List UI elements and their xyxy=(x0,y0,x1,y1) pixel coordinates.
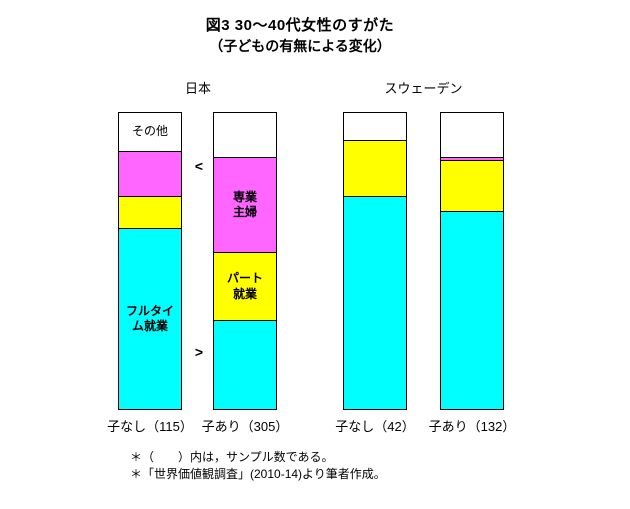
bar-segment-part: パート 就業 xyxy=(214,252,276,321)
bar-segment-fulltime xyxy=(441,210,503,409)
comparison-symbol-less-than: < xyxy=(194,158,204,174)
bar-segment-fulltime: フルタイ ム就業 xyxy=(119,228,181,409)
bar-segment-housewife: 専業 主婦 xyxy=(214,157,276,253)
category-label-japan-no-children: 子なし（115） xyxy=(107,419,193,434)
bar-segment-other xyxy=(441,113,503,158)
segment-label-fulltime: フルタイ ム就業 xyxy=(125,303,174,334)
category-label-japan-with-children: 子あり（305） xyxy=(201,419,289,434)
footnote-sample-size: ＊（ ）内は，サンプル数である。 xyxy=(130,450,334,464)
bar-segment-other xyxy=(344,113,406,140)
bar-segment-housewife xyxy=(441,157,503,161)
category-label-sweden-with-children: 子あり（132） xyxy=(428,419,516,434)
segment-label-other: その他 xyxy=(131,124,168,139)
chart-title: 図3 30～40代女性のすがた xyxy=(205,17,395,34)
segment-label-housewife: 専業 主婦 xyxy=(232,189,257,220)
footnotes: ＊（ ）内は，サンプル数である。 ＊「世界価値観調査」(2010-14)より筆者… xyxy=(130,449,386,484)
bar-segment-part xyxy=(441,160,503,211)
stacked-bar-sweden-with-children xyxy=(440,112,504,410)
bar-segment-part xyxy=(344,139,406,196)
category-label-sweden-no-children: 子なし（42） xyxy=(335,419,415,434)
stacked-bar-sweden-no-children xyxy=(343,112,407,410)
bar-segment-other xyxy=(214,113,276,158)
bar-segment-housewife xyxy=(119,151,181,196)
footnote-source: ＊「世界価値観調査」(2010-14)より筆者作成。 xyxy=(130,467,386,482)
group-label-japan: 日本 xyxy=(184,81,211,96)
stacked-bar-japan-with-children: 専業 主婦パート 就業 xyxy=(213,112,277,410)
group-label-sweden: スウェーデン xyxy=(384,81,463,96)
bar-segment-other: その他 xyxy=(119,113,181,152)
bar-segment-part xyxy=(119,195,181,229)
segment-label-part: パート 就業 xyxy=(226,271,263,301)
comparison-symbol-greater-than: > xyxy=(194,344,204,360)
bar-segment-fulltime xyxy=(214,320,276,409)
stacked-bar-japan-no-children: その他フルタイ ム就業 xyxy=(118,112,182,410)
chart-subtitle: （子どもの有無による変化） xyxy=(209,38,391,54)
bar-segment-fulltime xyxy=(344,195,406,409)
